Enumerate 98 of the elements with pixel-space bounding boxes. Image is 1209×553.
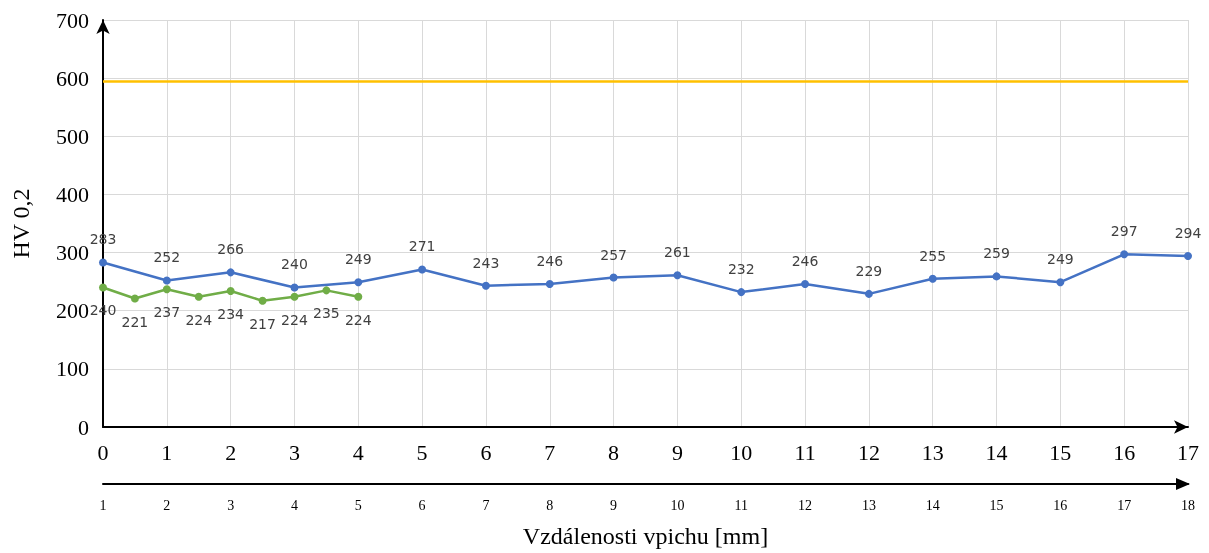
data-label: 271: [408, 238, 436, 255]
x-tick-label: 17: [1177, 439, 1199, 465]
x2-tick-label: 7: [482, 497, 490, 513]
x2-tick-label: 13: [861, 497, 876, 513]
point: [864, 289, 873, 298]
point: [226, 268, 235, 277]
data-label: 224: [281, 311, 308, 328]
x-tick-label: 7: [544, 439, 556, 465]
x-tick-label: 9: [671, 439, 683, 465]
y-tick-label: 200: [56, 298, 89, 324]
x2-tick-label: 1: [99, 497, 107, 513]
y-tick-label: 500: [56, 123, 89, 149]
point: [673, 271, 682, 280]
data-label: 235: [313, 305, 340, 322]
data-label: 246: [791, 252, 819, 269]
x2-tick-label: 11: [734, 497, 748, 513]
x2-tick-label: 5: [354, 497, 362, 513]
x2-tick-label: 18: [1181, 497, 1195, 513]
point: [226, 286, 235, 295]
x-tick-label: 16: [1113, 439, 1136, 465]
x-tick-label: 14: [985, 439, 1008, 465]
x2-tick-label: 2: [163, 497, 171, 513]
point: [1056, 278, 1065, 287]
data-label: 297: [1110, 223, 1138, 240]
x-tick-label: 12: [857, 439, 880, 465]
data-label: 249: [344, 251, 372, 268]
point: [194, 292, 203, 301]
data-label: 224: [344, 311, 372, 328]
point: [354, 278, 363, 287]
x2-tick-label: 8: [546, 497, 554, 513]
x-tick-label: 1: [161, 439, 173, 465]
y-tick-label: 700: [56, 7, 89, 33]
data-label: 234: [217, 305, 245, 322]
data-label: 249: [1046, 251, 1074, 268]
x2-tick-label: 9: [610, 497, 618, 513]
data-label: 224: [185, 311, 213, 328]
x-tick-label: 10: [730, 439, 753, 465]
x-tick-label: 2: [225, 439, 237, 465]
data-label: 246: [536, 252, 564, 269]
point: [737, 288, 746, 297]
x-tick-label: 13: [921, 439, 944, 465]
point: [290, 292, 299, 301]
point: [354, 292, 363, 301]
x-tick-label: 4: [352, 439, 364, 465]
data-label: 257: [600, 246, 627, 263]
x2-tick-label: 16: [1053, 497, 1068, 513]
data-label: 240: [281, 256, 308, 273]
data-label: 217: [249, 315, 276, 332]
point: [290, 283, 299, 292]
x-tick-label: 3: [288, 439, 300, 465]
x-tick-label: 0: [97, 439, 109, 465]
point: [162, 285, 171, 294]
x2-tick-label: 6: [418, 497, 426, 513]
data-label: 294: [1174, 225, 1202, 242]
x-tick-label: 11: [794, 439, 816, 465]
x2-tick-label: 15: [989, 497, 1004, 513]
data-label: 221: [121, 313, 149, 330]
point: [130, 294, 139, 303]
point: [322, 286, 331, 295]
point: [1184, 252, 1192, 261]
data-label: 255: [919, 247, 947, 264]
x2-tick-label: 12: [798, 497, 813, 513]
data-label: 243: [472, 254, 500, 271]
point: [258, 296, 267, 305]
point: [609, 273, 618, 282]
x2-tick-label: 3: [227, 497, 235, 513]
data-label: 237: [153, 304, 181, 321]
x2-tick-label: 10: [670, 497, 685, 513]
y-tick-label: 100: [56, 356, 89, 382]
point: [418, 265, 427, 274]
point: [481, 281, 490, 290]
x-axis-title: Vzdálenosti vpichu [mm]: [522, 523, 769, 549]
data-label: 252: [153, 249, 181, 266]
point: [992, 272, 1001, 281]
x-tick-label: 5: [416, 439, 428, 465]
y-tick-label: 600: [56, 65, 89, 91]
y-tick-label: 300: [56, 240, 89, 266]
point: [99, 283, 107, 292]
y-axis-title: HV 0,2: [8, 188, 34, 259]
x2-tick-label: 17: [1117, 497, 1132, 513]
point: [1120, 250, 1129, 259]
y-tick-label: 400: [56, 181, 89, 207]
x-tick-label: 15: [1049, 439, 1072, 465]
x-tick-label: 8: [608, 439, 620, 465]
x2-tick-label: 4: [290, 497, 298, 513]
data-label: 232: [727, 261, 755, 278]
x-tick-label: 6: [480, 439, 492, 465]
data-label: 229: [855, 262, 883, 279]
point: [928, 274, 937, 283]
x2-tick-label: 14: [925, 497, 940, 513]
data-label: 261: [664, 244, 691, 261]
point: [162, 276, 171, 285]
y-tick-label: 0: [78, 414, 89, 440]
data-label: 266: [217, 241, 245, 258]
data-label: 259: [983, 245, 1010, 262]
point: [801, 279, 810, 288]
point: [99, 258, 107, 267]
point: [545, 279, 554, 288]
